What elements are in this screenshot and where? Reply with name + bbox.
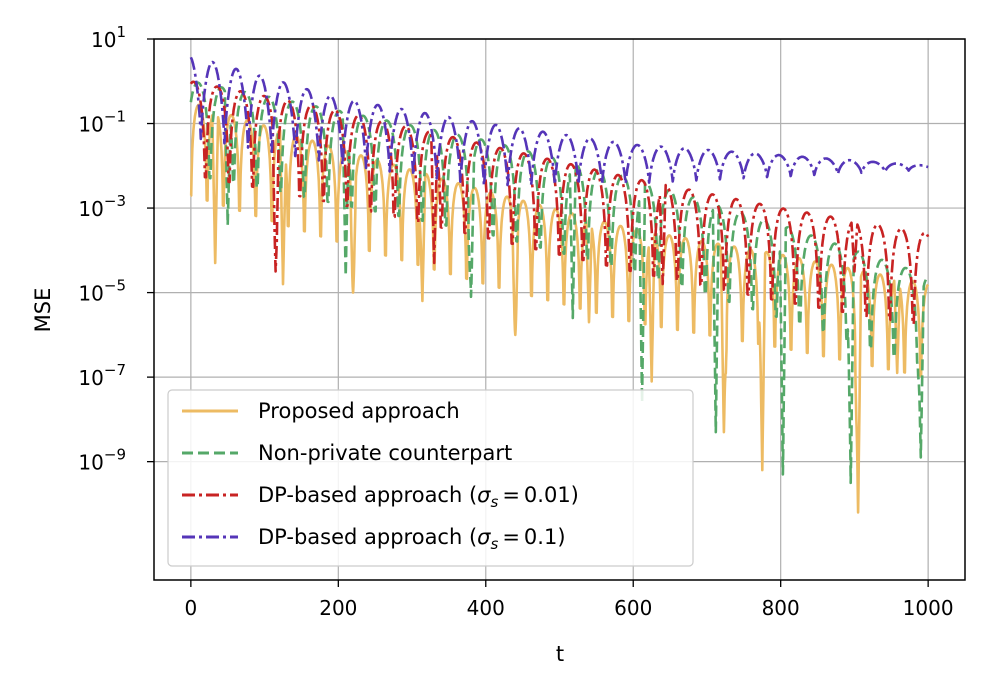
legend-label-dp001-sub: s (490, 493, 498, 511)
y-tick-label: 10−7 (78, 361, 126, 390)
legend-label-dp001-value: 0.01) (524, 483, 579, 507)
x-axis-title: t (556, 642, 564, 666)
legend-label-dp001-sigma: σ (477, 483, 491, 507)
legend-label-proposed: Proposed approach (258, 399, 460, 423)
legend: Proposed approach Non-private counterpar… (167, 389, 694, 567)
x-tick-label: 0 (184, 596, 197, 620)
x-tick-label: 400 (467, 596, 505, 620)
x-tick-label: 200 (319, 596, 357, 620)
legend-box (167, 389, 694, 567)
y-tick-label: 101 (91, 23, 126, 52)
y-tick-label: 10−1 (78, 108, 126, 137)
y-axis: 101 10−1 10−3 10−5 10−7 10−9 (78, 23, 154, 475)
series-layer (189, 56, 930, 514)
series-line-3 (189, 56, 930, 187)
legend-label-dp01-sub: s (490, 535, 498, 553)
x-tick-label: 800 (762, 596, 800, 620)
x-tick-label: 1000 (903, 596, 954, 620)
legend-label-nonprivate: Non-private counterpart (258, 441, 512, 465)
y-tick-label: 10−5 (78, 277, 126, 306)
legend-label-dp01-value: 0.1) (524, 525, 566, 549)
series-line-0 (189, 103, 930, 514)
plot-frame (153, 38, 966, 581)
series-line-2 (189, 80, 930, 326)
legend-label-dp001: DP-based approach (σs = 0.01) (258, 483, 579, 511)
legend-label-dp01: DP-based approach (σs = 0.1) (258, 525, 566, 553)
legend-label-dp001-eq: = (502, 483, 520, 507)
y-tick-label: 10−3 (78, 192, 126, 221)
y-axis-title: MSE (31, 288, 55, 333)
legend-label-dp01-sigma: σ (477, 525, 491, 549)
legend-label-dp01-eq: = (502, 525, 520, 549)
legend-label-dp001-prefix: DP-based approach ( (258, 483, 477, 507)
legend-label-dp01-prefix: DP-based approach ( (258, 525, 477, 549)
x-axis: 0 200 400 600 800 1000 (184, 580, 954, 620)
x-tick-label: 600 (614, 596, 652, 620)
y-tick-label: 10−9 (78, 446, 126, 475)
